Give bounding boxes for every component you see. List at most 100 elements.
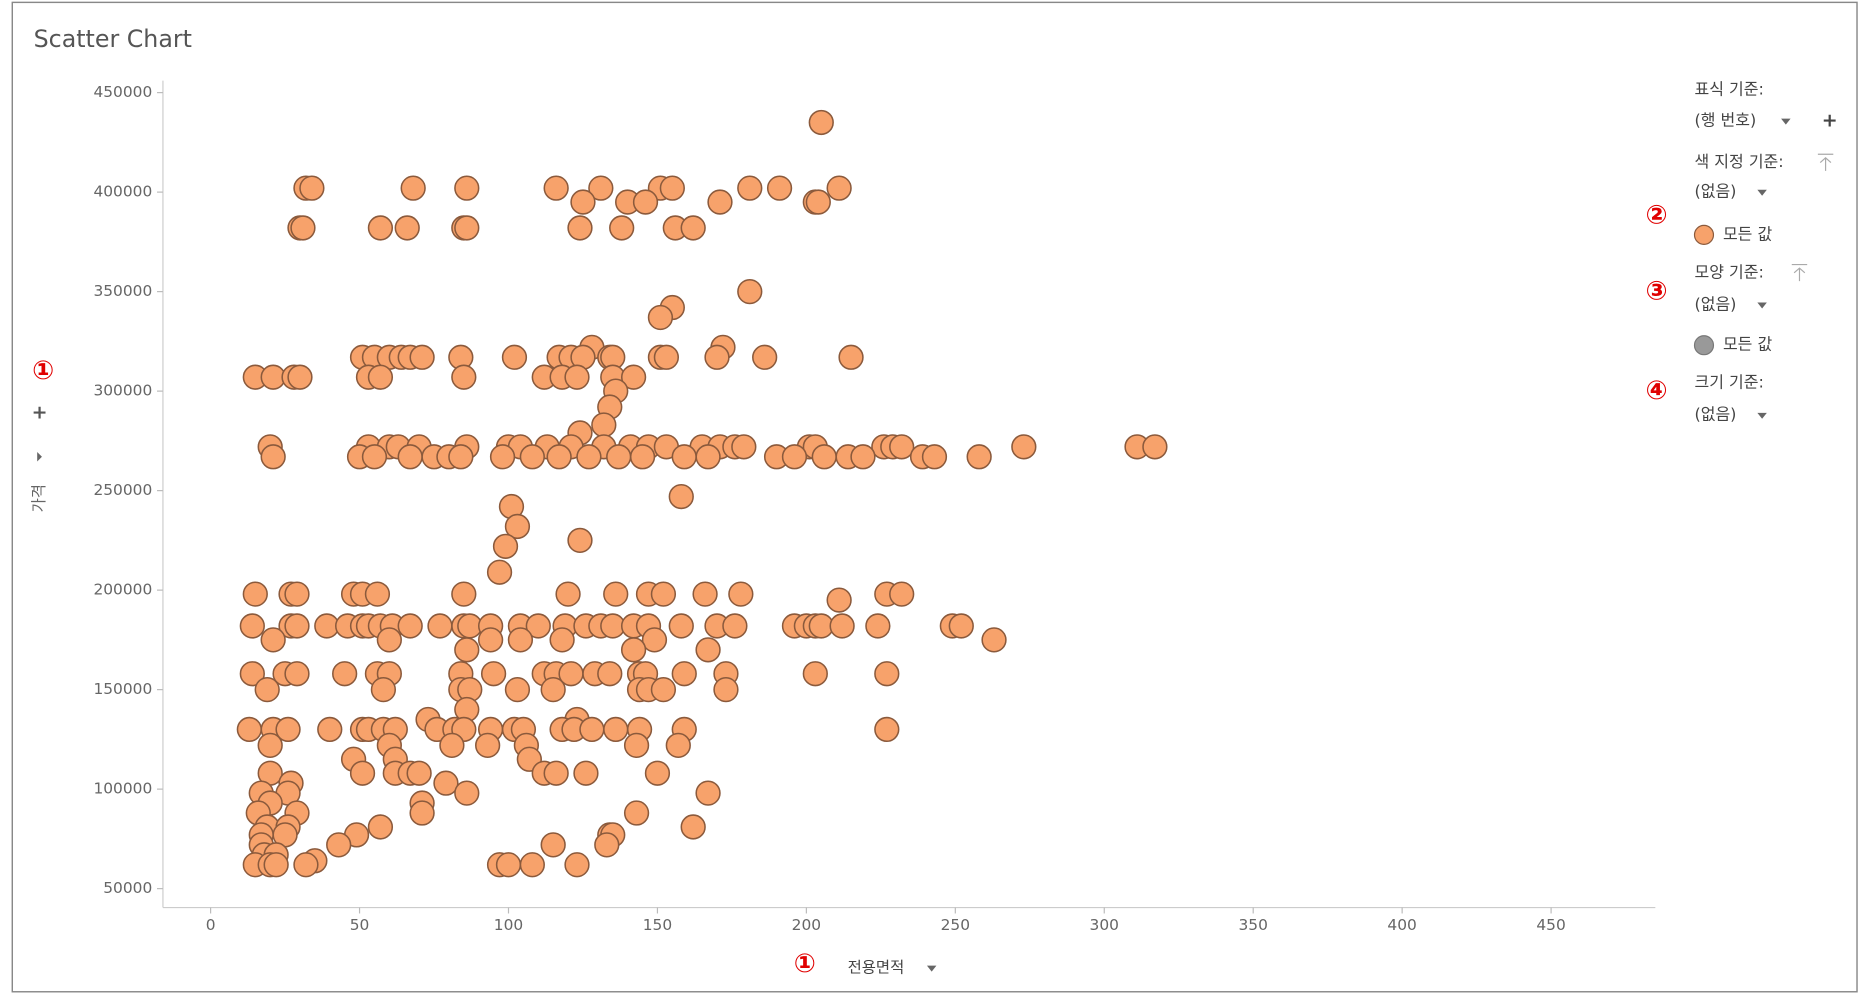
add-button[interactable]: + bbox=[1822, 110, 1838, 132]
point[interactable] bbox=[367, 814, 394, 840]
point[interactable] bbox=[492, 533, 519, 559]
point[interactable] bbox=[752, 344, 778, 370]
panel-select[interactable]: (없음) bbox=[1694, 405, 1736, 424]
point[interactable] bbox=[409, 800, 435, 826]
point[interactable] bbox=[439, 732, 465, 758]
point[interactable] bbox=[805, 189, 831, 215]
point[interactable] bbox=[1142, 434, 1168, 460]
dropdown-arrow[interactable] bbox=[1781, 118, 1791, 125]
point[interactable] bbox=[477, 627, 504, 653]
point[interactable] bbox=[567, 215, 593, 241]
point[interactable] bbox=[540, 676, 566, 703]
point[interactable] bbox=[665, 732, 691, 758]
point[interactable] bbox=[263, 852, 289, 878]
point[interactable] bbox=[737, 278, 763, 305]
point[interactable] bbox=[641, 627, 668, 653]
point[interactable] bbox=[260, 627, 286, 653]
point[interactable] bbox=[239, 613, 265, 639]
point[interactable] bbox=[826, 175, 852, 201]
point[interactable] bbox=[361, 444, 388, 470]
y-axis-label[interactable]: 가격 bbox=[30, 484, 48, 512]
point[interactable] bbox=[671, 661, 697, 687]
point[interactable] bbox=[802, 661, 828, 687]
point[interactable] bbox=[668, 613, 694, 639]
point[interactable] bbox=[349, 760, 376, 786]
point[interactable] bbox=[287, 364, 313, 390]
panel-select[interactable]: (없음) bbox=[1694, 182, 1736, 201]
point[interactable] bbox=[650, 676, 677, 703]
point[interactable] bbox=[293, 852, 319, 878]
point[interactable] bbox=[695, 444, 721, 470]
point[interactable] bbox=[367, 364, 394, 390]
point[interactable] bbox=[766, 175, 793, 201]
point[interactable] bbox=[433, 770, 459, 796]
point[interactable] bbox=[254, 676, 280, 703]
point[interactable] bbox=[874, 661, 900, 687]
point[interactable] bbox=[260, 444, 286, 470]
point[interactable] bbox=[409, 344, 435, 370]
point[interactable] bbox=[454, 215, 480, 241]
point[interactable] bbox=[623, 800, 650, 826]
point[interactable] bbox=[737, 175, 763, 201]
point[interactable] bbox=[236, 716, 262, 743]
point[interactable] bbox=[620, 364, 647, 390]
point[interactable] bbox=[874, 716, 900, 743]
point[interactable] bbox=[495, 852, 522, 878]
point[interactable] bbox=[376, 627, 402, 653]
point[interactable] bbox=[540, 832, 566, 858]
point[interactable] bbox=[653, 344, 680, 370]
point[interactable] bbox=[603, 716, 629, 743]
point[interactable] bbox=[921, 444, 948, 470]
point[interactable] bbox=[704, 344, 730, 370]
point[interactable] bbox=[722, 613, 748, 639]
point[interactable] bbox=[838, 344, 864, 370]
point[interactable] bbox=[299, 175, 325, 201]
point[interactable] bbox=[603, 581, 629, 607]
point[interactable] bbox=[507, 627, 534, 653]
point[interactable] bbox=[504, 513, 531, 540]
point[interactable] bbox=[781, 444, 808, 470]
point[interactable] bbox=[326, 832, 352, 858]
point[interactable] bbox=[489, 444, 516, 470]
point[interactable] bbox=[239, 661, 265, 687]
dropdown-arrow[interactable] bbox=[1757, 412, 1767, 419]
point[interactable] bbox=[546, 444, 572, 470]
point[interactable] bbox=[579, 716, 605, 743]
point[interactable] bbox=[680, 814, 706, 840]
point[interactable] bbox=[594, 832, 620, 858]
point[interactable] bbox=[811, 444, 837, 470]
point[interactable] bbox=[284, 613, 310, 639]
point[interactable] bbox=[454, 780, 480, 806]
point[interactable] bbox=[257, 732, 283, 758]
point[interactable] bbox=[826, 587, 852, 613]
dropdown-arrow[interactable] bbox=[37, 451, 42, 462]
point[interactable] bbox=[668, 483, 694, 510]
point[interactable] bbox=[692, 581, 718, 607]
point[interactable] bbox=[850, 444, 876, 470]
add-button[interactable]: + bbox=[32, 401, 48, 423]
point[interactable] bbox=[650, 581, 677, 607]
point[interactable] bbox=[486, 559, 513, 585]
point[interactable] bbox=[808, 109, 834, 136]
point[interactable] bbox=[680, 215, 706, 241]
point[interactable] bbox=[1011, 434, 1037, 460]
point[interactable] bbox=[364, 581, 391, 607]
point[interactable] bbox=[865, 613, 891, 639]
point[interactable] bbox=[695, 637, 721, 663]
point[interactable] bbox=[576, 444, 602, 470]
point[interactable] bbox=[695, 780, 721, 806]
panel-select[interactable]: (행 번호) bbox=[1694, 111, 1756, 130]
point[interactable] bbox=[451, 581, 477, 607]
point[interactable] bbox=[644, 760, 671, 786]
point[interactable] bbox=[647, 304, 674, 331]
panel-select[interactable]: (없음) bbox=[1694, 294, 1736, 313]
dropdown-arrow[interactable] bbox=[1757, 189, 1767, 196]
point[interactable] bbox=[570, 189, 596, 215]
point[interactable] bbox=[519, 852, 545, 878]
point[interactable] bbox=[671, 444, 697, 470]
point[interactable] bbox=[290, 215, 316, 241]
point[interactable] bbox=[543, 175, 569, 201]
point[interactable] bbox=[591, 412, 617, 438]
point[interactable] bbox=[284, 661, 310, 687]
point[interactable] bbox=[588, 175, 614, 201]
